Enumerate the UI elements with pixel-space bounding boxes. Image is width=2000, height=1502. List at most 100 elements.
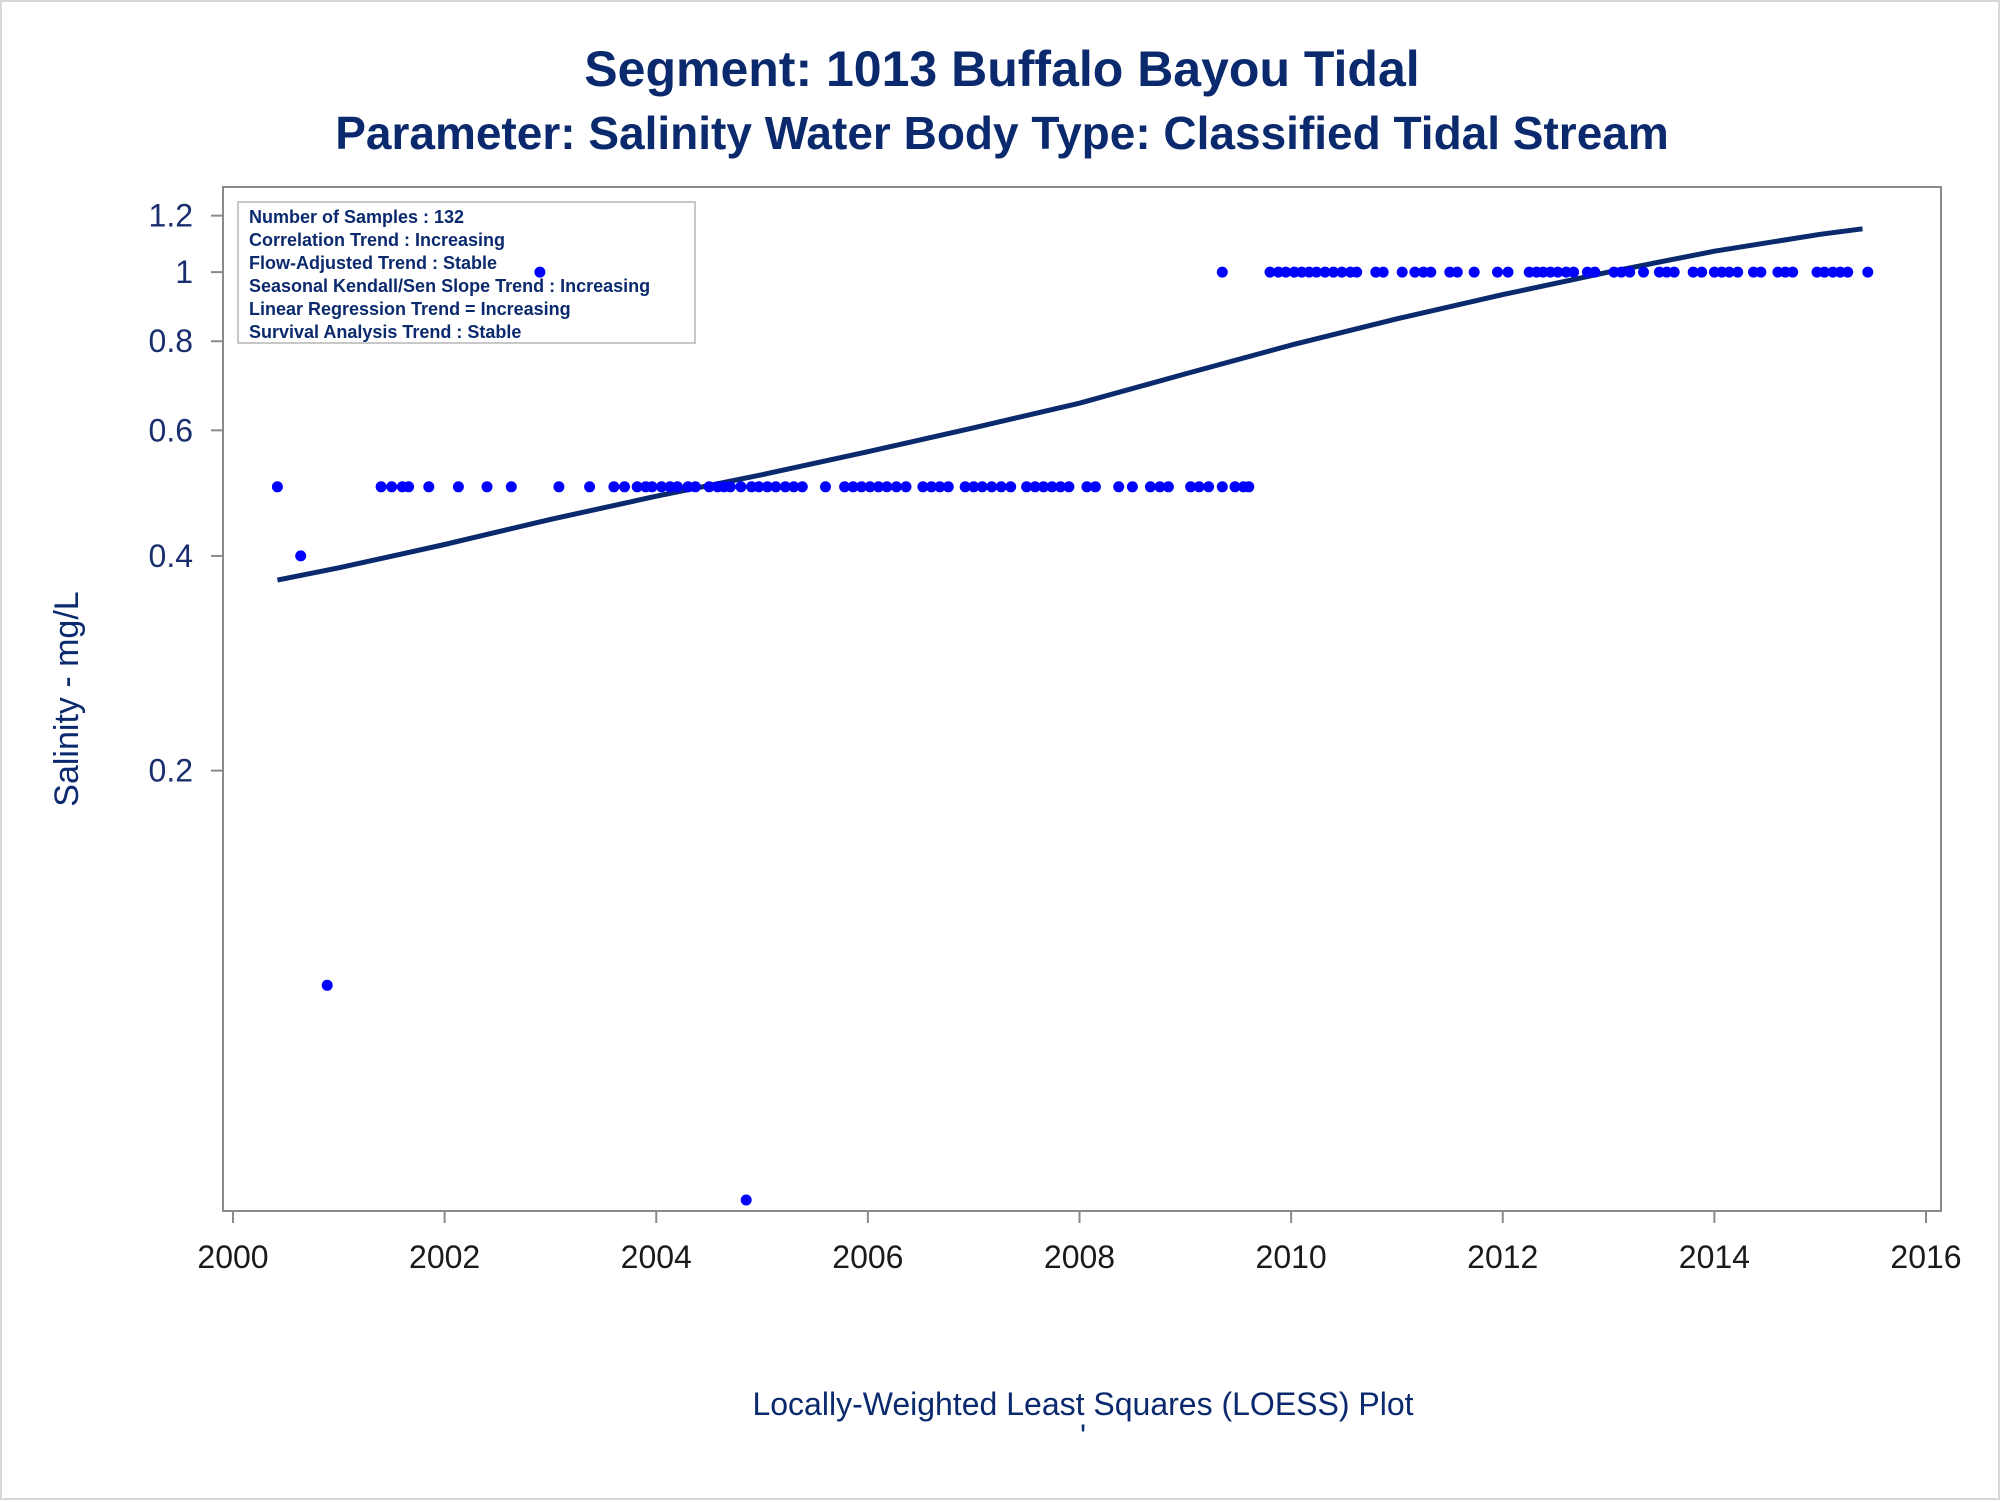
- sample-point: [856, 481, 867, 493]
- sample-point: [553, 481, 565, 493]
- sample-point: [724, 481, 736, 493]
- sample-point: [1046, 481, 1058, 493]
- sample-point: [968, 481, 980, 493]
- sample-point: [1081, 481, 1093, 493]
- y-tick-label: 0.6: [149, 412, 193, 448]
- x-tick-label: 2012: [1467, 1239, 1538, 1275]
- sample-point: [1038, 481, 1049, 493]
- sample-point: [735, 481, 747, 493]
- sample-point: [1787, 266, 1799, 278]
- x-tick-label: 2004: [621, 1239, 692, 1275]
- stats-line-survival: Survival Analysis Trend : Stable: [249, 322, 521, 342]
- sample-point: [1552, 266, 1564, 278]
- sample-point: [1696, 266, 1708, 278]
- x-tick-label: 2000: [197, 1239, 268, 1275]
- sample-point: [1113, 481, 1125, 493]
- sample-point: [1144, 481, 1156, 493]
- stats-line-samples: Number of Samples : 132: [249, 207, 464, 227]
- sample-point: [1351, 266, 1363, 278]
- sample-point: [1451, 266, 1463, 278]
- sample-point: [839, 481, 851, 493]
- sample-point: [1319, 266, 1331, 278]
- sample-point: [1668, 266, 1680, 278]
- sample-point: [386, 481, 398, 493]
- sample-point: [796, 481, 808, 493]
- loess-line-group: [276, 226, 1863, 583]
- sample-point: [1336, 266, 1348, 278]
- y-tick-label: 0.4: [149, 538, 193, 574]
- scatter-points: [271, 266, 1874, 1206]
- sample-point: [1243, 481, 1255, 493]
- sample-point: [656, 481, 667, 493]
- sample-point: [689, 481, 701, 493]
- sample-point: [1396, 266, 1408, 278]
- sample-point: [1229, 481, 1241, 493]
- sample-point: [1193, 481, 1205, 493]
- sample-point: [271, 481, 283, 493]
- sample-point: [1089, 481, 1101, 493]
- sample-point: [1216, 481, 1228, 493]
- y-axis-label: Salinity - mg/L: [48, 591, 86, 806]
- y-tick-label: 1.2: [149, 198, 193, 234]
- sample-point: [1029, 481, 1041, 493]
- footnote: Locally-Weighted Least Squares (LOESS) P…: [752, 1386, 1413, 1422]
- sample-point: [1021, 481, 1033, 493]
- x-tick-label: 2016: [1890, 1239, 1961, 1275]
- sample-point: [925, 481, 937, 493]
- sample-point: [452, 481, 464, 493]
- sample-point: [890, 481, 902, 493]
- sample-point: [1264, 266, 1276, 278]
- sample-point: [1468, 266, 1480, 278]
- sample-point: [584, 481, 596, 493]
- sample-point: [959, 481, 971, 493]
- sample-point: [1589, 266, 1601, 278]
- sample-point: [1615, 266, 1627, 278]
- sample-point: [1063, 481, 1075, 493]
- loess-trend-line: [276, 226, 1863, 583]
- sample-point: [1154, 481, 1166, 493]
- stats-box: Number of Samples : 132 Correlation Tren…: [237, 201, 696, 344]
- sample-point: [864, 481, 876, 493]
- sample-point: [1492, 266, 1503, 278]
- sample-point: [1185, 481, 1197, 493]
- sample-point: [1377, 266, 1389, 278]
- sample-point: [881, 481, 893, 493]
- sample-point: [321, 979, 333, 991]
- sample-point: [986, 481, 998, 493]
- stats-box-border: [237, 201, 696, 344]
- sample-point: [1311, 266, 1322, 278]
- sample-point: [1723, 266, 1735, 278]
- sample-point: [608, 481, 620, 493]
- sample-point: [1755, 266, 1767, 278]
- sample-point: [770, 481, 782, 493]
- sample-point: [1502, 266, 1514, 278]
- sample-point: [1624, 266, 1636, 278]
- sample-point: [779, 481, 791, 493]
- plot-area-frame: [222, 186, 1942, 1212]
- x-tick-label: 2006: [832, 1239, 903, 1275]
- sample-point: [1732, 266, 1744, 278]
- sample-point: [646, 481, 658, 493]
- sample-point: [873, 481, 884, 493]
- sample-point: [976, 481, 988, 493]
- sample-point: [671, 481, 683, 493]
- sample-point: [788, 481, 800, 493]
- x-axis: 2000 2002 2004 2006 2008 2010 2012 2014 2016: [197, 1211, 1962, 1275]
- stats-line-seasonal-kendall: Seasonal Kendall/Sen Slope Trend : Incre…: [249, 276, 650, 296]
- sample-point: [995, 481, 1007, 493]
- sample-point: [703, 481, 715, 493]
- chart-title: Segment: 1013 Buffalo Bayou Tidal: [584, 41, 1419, 97]
- sample-point: [1862, 266, 1874, 278]
- chart-subtitle: Parameter: Salinity Water Body Type: Cla…: [335, 107, 1669, 159]
- sample-point: [1818, 266, 1830, 278]
- y-tick-label: 1: [175, 254, 193, 290]
- x-tick-label: 2002: [409, 1239, 480, 1275]
- sample-point: [1568, 266, 1580, 278]
- sample-point: [934, 481, 946, 493]
- sample-point: [1328, 266, 1339, 278]
- stats-line-flow-adjusted: Flow-Adjusted Trend : Stable: [249, 253, 497, 273]
- y-tick-label: 0.8: [149, 323, 193, 359]
- sample-point: [375, 481, 387, 493]
- sample-point: [481, 481, 493, 493]
